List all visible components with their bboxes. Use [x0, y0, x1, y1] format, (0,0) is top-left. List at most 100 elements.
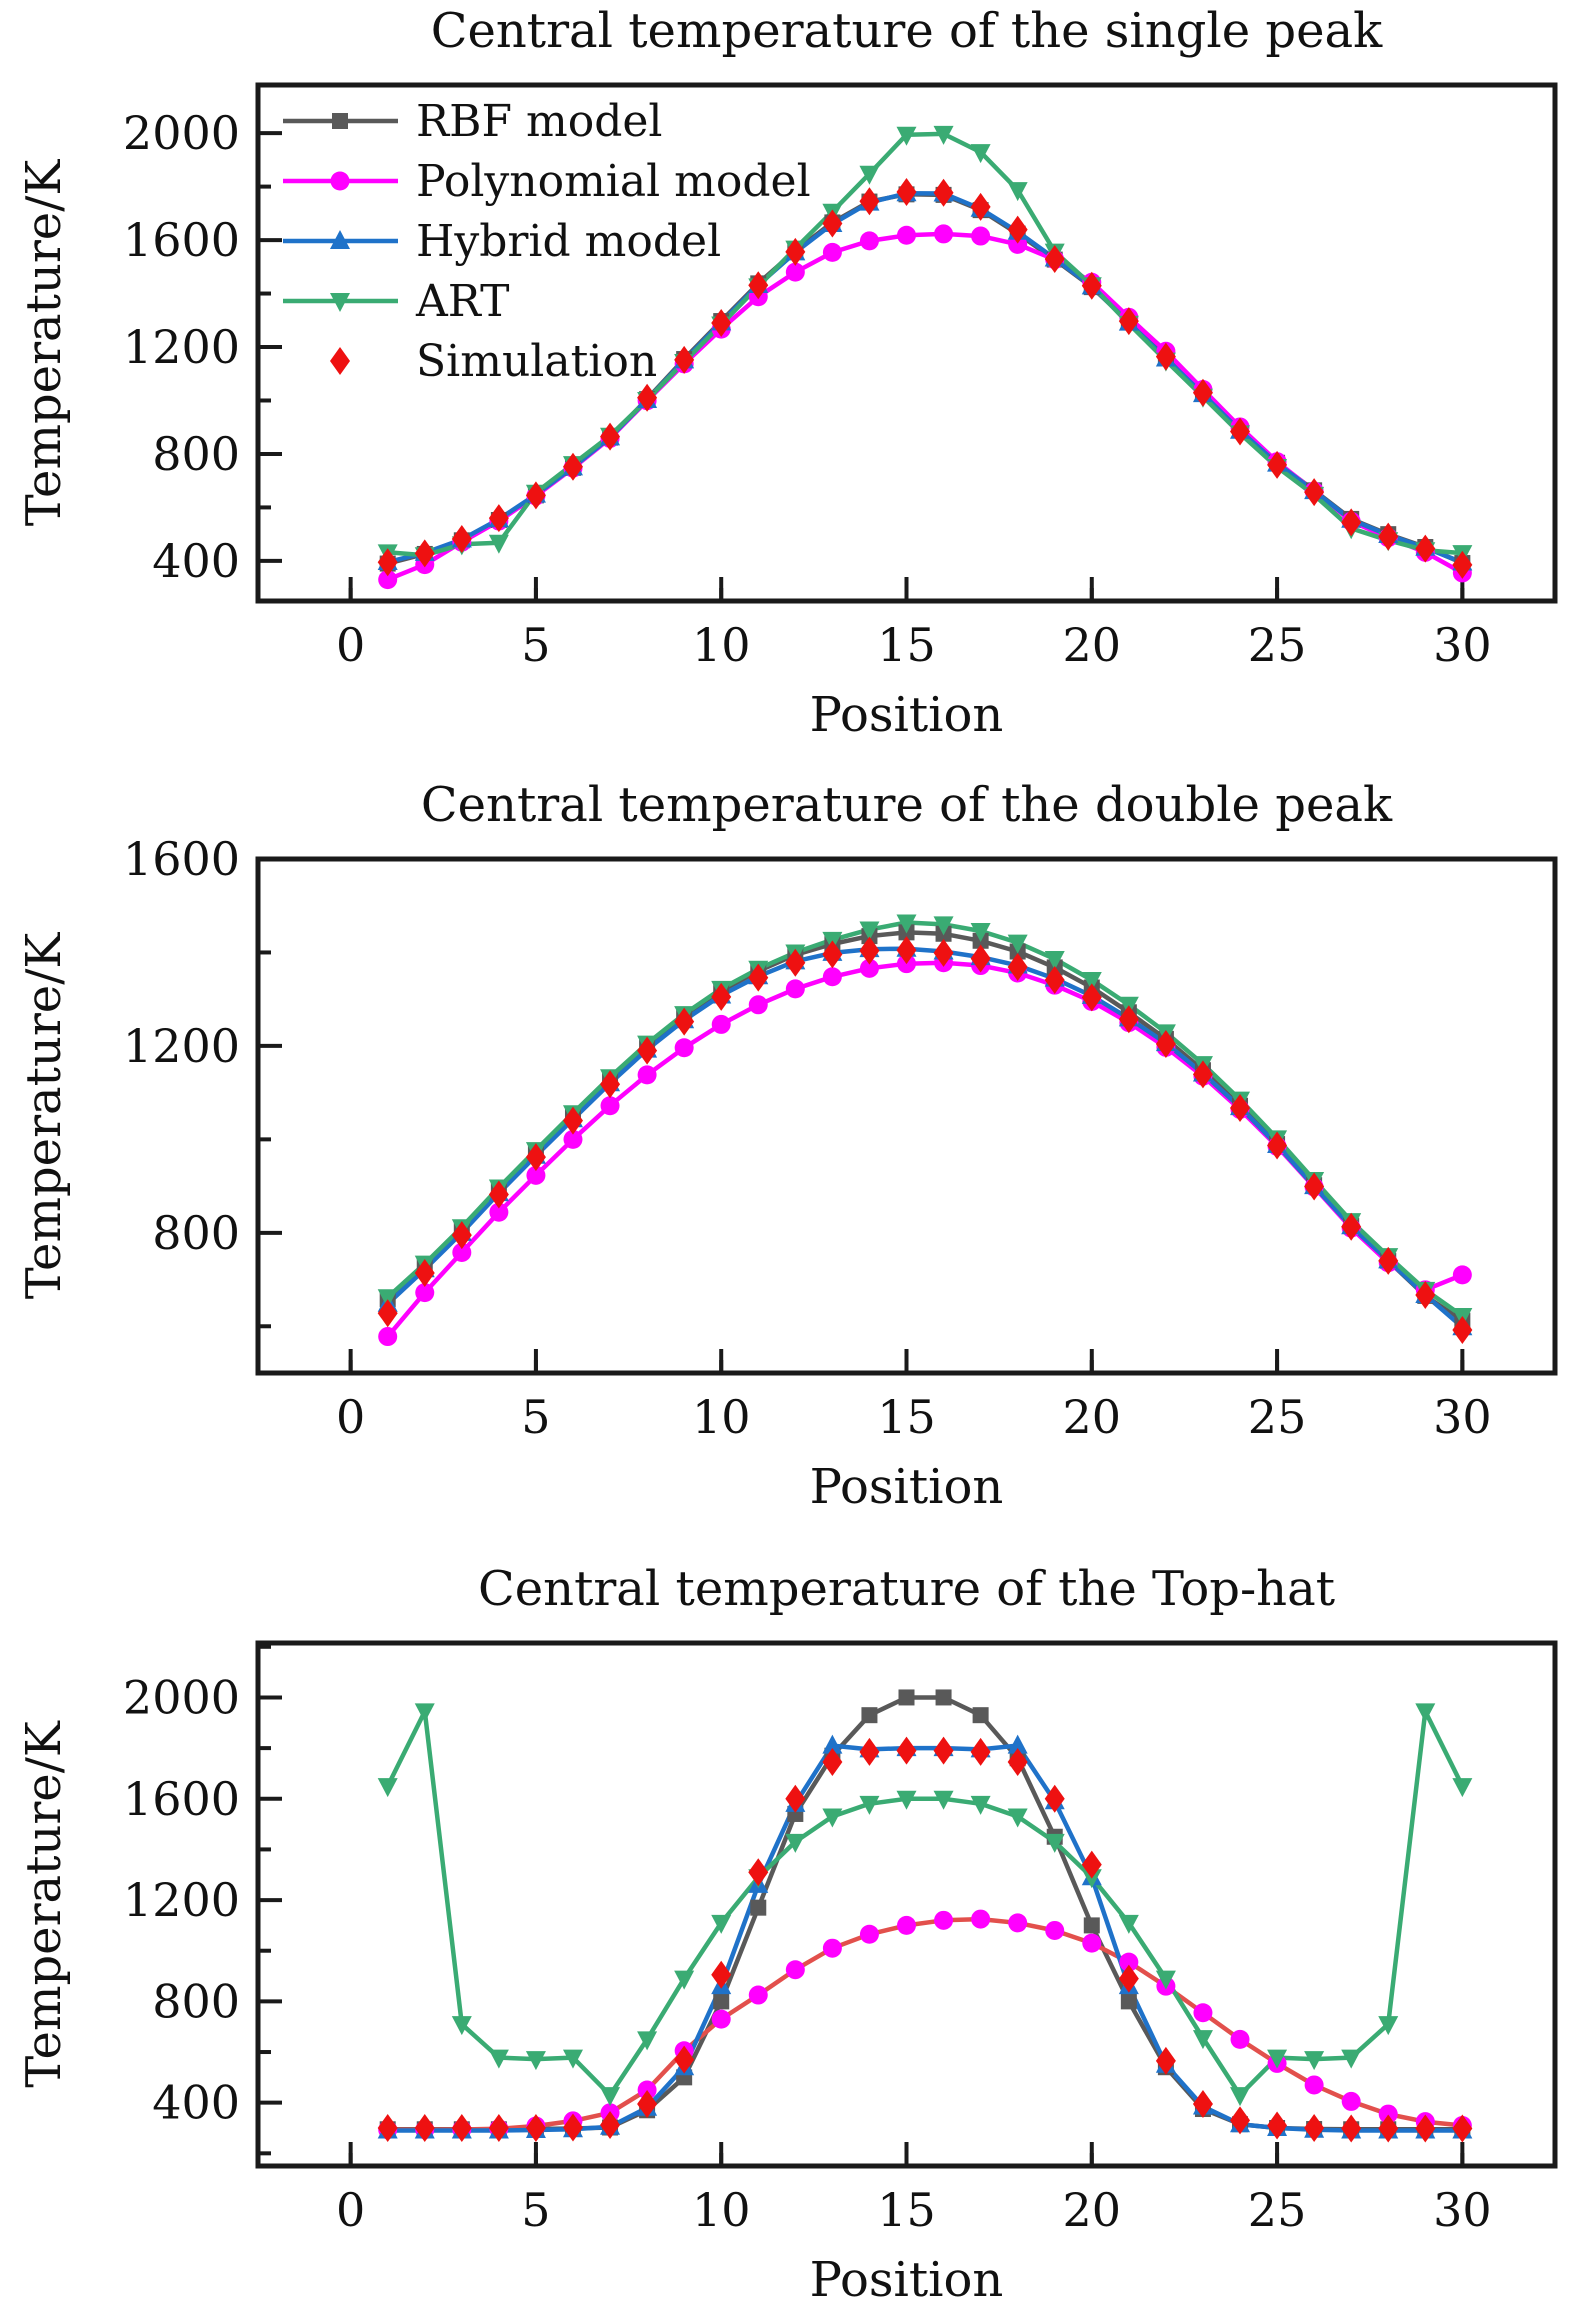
series-markers	[377, 1689, 1473, 2143]
triangle-down-marker	[822, 1808, 843, 1828]
triangle-down-marker	[1081, 972, 1102, 992]
triangle-down-marker	[970, 144, 991, 164]
circle-marker	[822, 1938, 842, 1958]
circle-marker	[748, 1985, 768, 2005]
triangle-down-marker	[859, 165, 880, 185]
triangle-down-marker	[330, 293, 350, 312]
legend-label-rbf-model: RBF model	[416, 96, 662, 147]
square-marker	[1120, 1993, 1137, 2010]
diamond-marker	[1192, 1060, 1213, 1089]
circle-marker	[711, 1014, 731, 1034]
diamond-marker	[1044, 966, 1065, 995]
diamond-marker	[1118, 1964, 1139, 1993]
diamond-marker	[1230, 2106, 1251, 2135]
triangle-up-marker	[1007, 1734, 1028, 1754]
diamond-marker	[525, 481, 546, 510]
circle-marker	[711, 2009, 731, 2029]
diamond-marker	[1304, 1172, 1325, 1201]
square-marker	[1083, 1917, 1100, 1934]
chart-svg-0: Central temperature of the single peak 0 5…	[0, 0, 1575, 767]
triangle-down-marker	[933, 125, 954, 145]
diamond-marker	[1341, 2114, 1362, 2143]
triangle-down-marker	[896, 914, 917, 934]
x-tick-label: 5	[521, 2183, 550, 2237]
x-tick-label: 15	[877, 2183, 936, 2237]
triangle-down-marker	[1118, 1914, 1139, 1934]
markers-polynomial-model	[378, 1909, 1472, 2140]
diamond-marker	[1007, 1748, 1028, 1777]
triangle-down-marker	[859, 1795, 880, 1815]
diamond-marker	[711, 308, 732, 337]
x-tick-label: 25	[1248, 2183, 1307, 2237]
circle-marker	[1341, 2091, 1361, 2111]
square-marker	[750, 1899, 767, 1916]
triangle-down-marker	[562, 2049, 583, 2069]
diamond-marker	[637, 2089, 658, 2118]
diamond-marker	[1378, 2114, 1399, 2143]
circle-marker	[1230, 2029, 1250, 2049]
circle-marker	[785, 262, 805, 282]
triangle-down-marker	[1230, 2087, 1251, 2107]
circle-marker	[600, 1096, 620, 1116]
y-tick-label: 1600	[123, 1772, 240, 1826]
diamond-marker	[859, 187, 880, 216]
triangle-down-marker	[1007, 934, 1028, 954]
circle-marker	[415, 1283, 435, 1303]
chart-panel-single-peak: Central temperature of the single peak 0 5…	[0, 0, 1575, 767]
diamond-marker	[562, 2113, 583, 2142]
diamond-marker	[748, 1858, 769, 1887]
diamond-marker	[785, 237, 806, 266]
circle-marker	[1304, 2075, 1324, 2095]
y-tick-label: 400	[152, 2076, 240, 2130]
y-tick-label: 1200	[123, 1873, 240, 1927]
diamond-marker	[822, 209, 843, 238]
diamond-marker	[414, 539, 435, 568]
circle-marker	[489, 1202, 509, 1222]
circle-marker	[1045, 1920, 1065, 1940]
series-markers	[377, 914, 1473, 1347]
y-tick-label: 800	[152, 1206, 240, 1260]
diamond-marker	[970, 1737, 991, 1766]
x-tick-label: 20	[1063, 1390, 1122, 1444]
diamond-marker	[1155, 1030, 1176, 1059]
x-tick-label: 30	[1433, 1390, 1492, 1444]
x-tick-label: 10	[692, 618, 751, 672]
diamond-marker	[896, 1736, 917, 1765]
diamond-marker	[451, 524, 472, 553]
y-axis-label: Temperature/K	[16, 932, 72, 1300]
square-marker	[861, 1707, 878, 1724]
x-tick-label: 10	[692, 2183, 751, 2237]
diamond-marker	[748, 271, 769, 300]
square-marker	[935, 1689, 952, 1706]
diamond-marker	[859, 936, 880, 965]
triangle-down-marker	[1267, 2049, 1288, 2069]
x-tick-label: 30	[1433, 2183, 1492, 2237]
x-axis-label: Position	[810, 687, 1004, 743]
chart-panel-top-hat: Central temperature of the Top-hat 0 5 10 15…	[0, 1534, 1575, 2301]
diamond-marker	[933, 1736, 954, 1765]
x-tick-label: 20	[1063, 2183, 1122, 2237]
circle-marker	[934, 224, 954, 244]
diamond-marker	[1452, 550, 1473, 579]
diamond-marker	[377, 548, 398, 577]
diamond-marker	[1415, 534, 1436, 563]
y-tick-label: 2000	[123, 106, 240, 160]
circle-marker	[859, 231, 879, 251]
diamond-marker	[1155, 2046, 1176, 2075]
triangle-down-marker	[1007, 182, 1028, 202]
diamond-marker	[451, 2114, 472, 2143]
chart-svg-2: Central temperature of the Top-hat 0 5 10 15…	[0, 1534, 1575, 2301]
circle-marker	[526, 1165, 546, 1185]
diamond-marker	[711, 1960, 732, 1989]
triangle-down-marker	[1378, 2016, 1399, 2036]
circle-marker	[822, 967, 842, 987]
diamond-marker	[1341, 508, 1362, 537]
diamond-marker	[637, 383, 658, 412]
axis-ticks	[258, 1644, 1465, 2166]
circle-marker	[1082, 1933, 1102, 1953]
triangle-down-marker	[970, 922, 991, 942]
x-tick-label: 10	[692, 1390, 751, 1444]
diamond-marker	[1267, 450, 1288, 479]
circle-marker	[971, 1909, 991, 1929]
legend-label-hybrid-model: Hybrid model	[416, 216, 721, 267]
